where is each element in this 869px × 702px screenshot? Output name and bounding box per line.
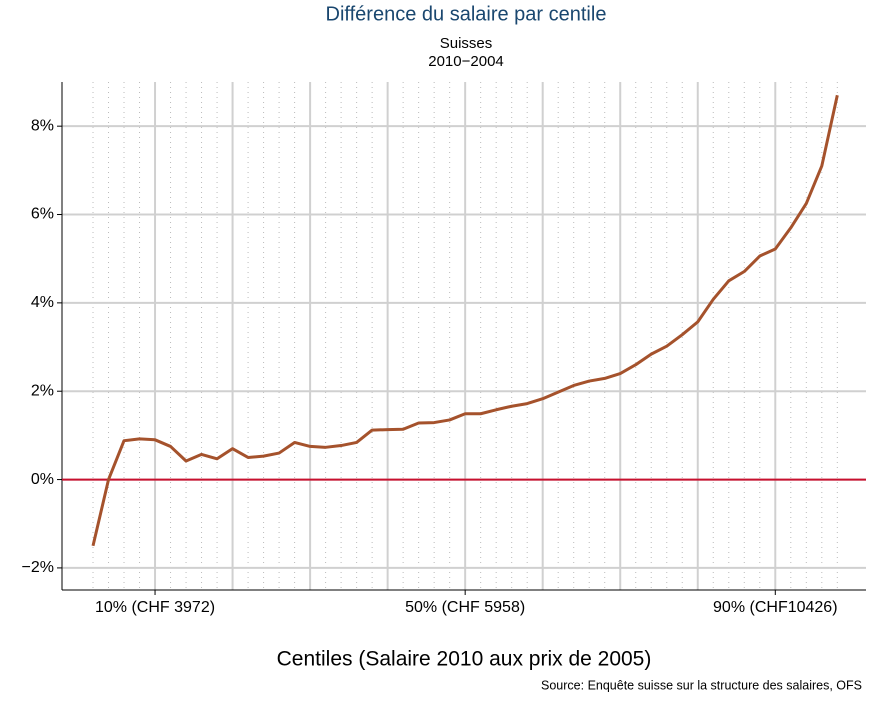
chart-subtitle: 2010−2004 (428, 53, 504, 70)
y-tick-label: 6% (31, 206, 54, 223)
y-tick-label: 0% (31, 471, 54, 488)
x-axis-title: Centiles (Salaire 2010 aux prix de 2005) (277, 648, 652, 671)
y-tick-label: −2% (22, 559, 54, 576)
x-tick-label: 50% (CHF 5958) (405, 599, 525, 616)
y-tick-label: 4% (31, 294, 54, 311)
chart-subtitle: Suisses (440, 35, 493, 52)
x-tick-label: 90% (CHF10426) (713, 599, 838, 616)
data-line (91, 94, 839, 547)
x-tick-label: 10% (CHF 3972) (95, 599, 215, 616)
y-tick-label: 8% (31, 117, 54, 134)
y-tick-label: 2% (31, 382, 54, 399)
chart-title: Différence du salaire par centile (326, 3, 607, 25)
source-note: Source: Enquête suisse sur la structure … (541, 678, 862, 692)
